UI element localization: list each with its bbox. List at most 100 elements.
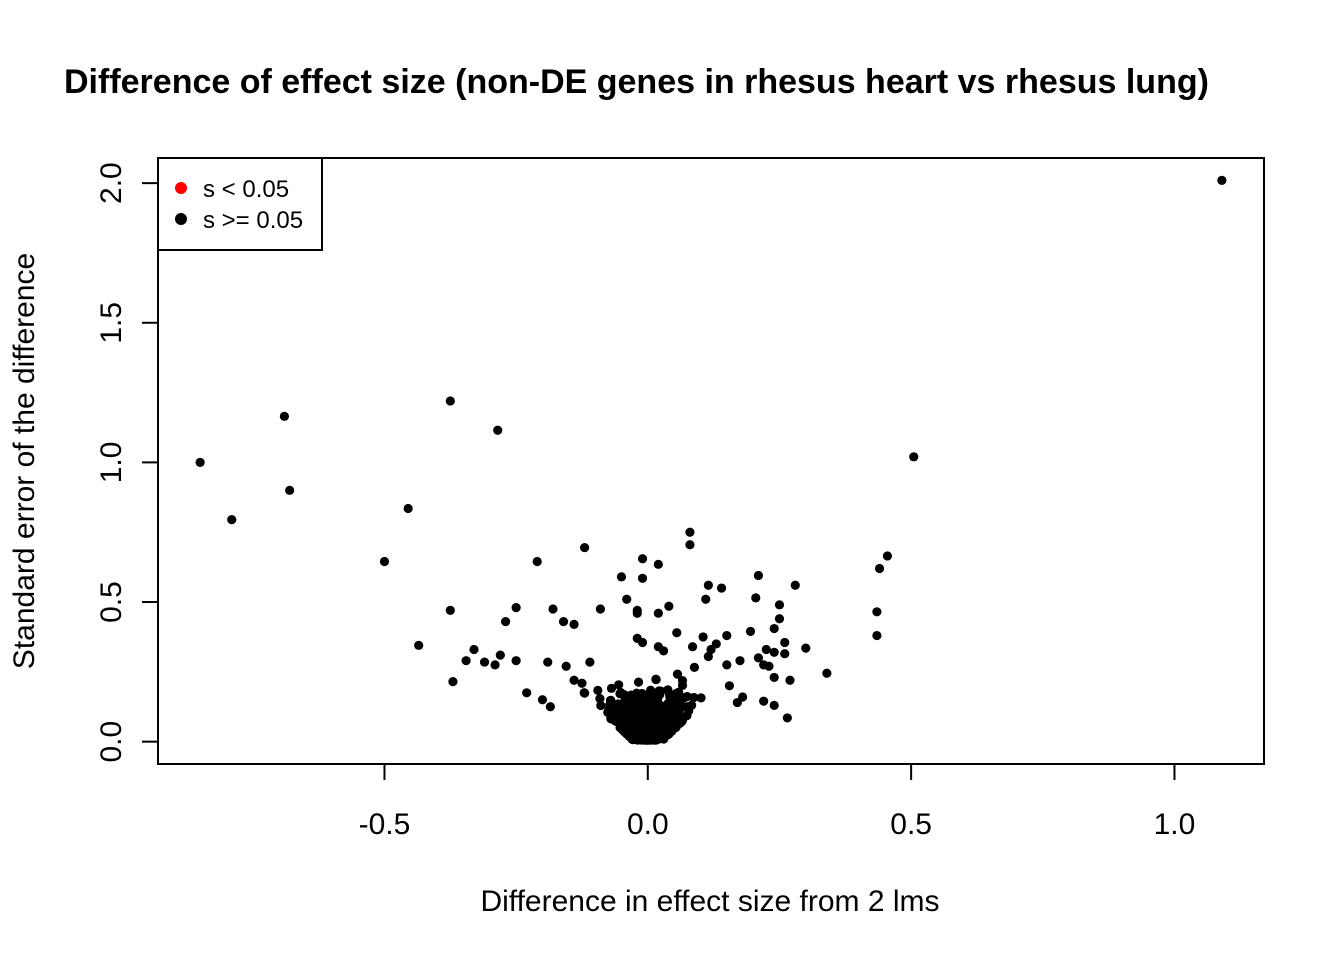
data-point [655, 690, 665, 700]
legend-marker-red [175, 182, 187, 194]
data-point [1217, 175, 1227, 185]
data-point [801, 643, 811, 653]
data-point [698, 632, 708, 642]
x-tick-label: 1.0 [1154, 808, 1196, 841]
data-point [664, 601, 674, 611]
data-point [769, 623, 779, 634]
data-point [279, 411, 289, 421]
data-point [561, 661, 571, 671]
data-point [696, 693, 706, 703]
y-tick-label: 1.0 [95, 442, 128, 484]
data-point [632, 735, 642, 745]
data-point [751, 593, 761, 603]
data-point [716, 583, 727, 593]
legend-label-red: s < 0.05 [203, 176, 289, 203]
y-axis-label: Standard error of the difference [8, 253, 41, 669]
data-point [780, 637, 790, 648]
data-point [445, 605, 455, 616]
data-point [687, 642, 698, 652]
data-point [580, 542, 590, 553]
data-point [604, 704, 614, 714]
data-point [637, 573, 648, 583]
x-tick-label: 0.0 [627, 808, 669, 841]
data-point [227, 515, 237, 525]
data-point [682, 691, 692, 702]
data-point [637, 637, 648, 648]
data-point [569, 675, 579, 685]
data-point [522, 688, 532, 698]
data-point [651, 705, 661, 715]
legend-box [157, 157, 323, 251]
data-point [769, 647, 779, 657]
data-point [490, 660, 500, 670]
data-point [641, 699, 652, 709]
data-point [651, 674, 661, 684]
legend: s < 0.05 s >= 0.05 [157, 157, 323, 251]
data-point [569, 619, 579, 629]
data-point [616, 572, 627, 582]
data-point [782, 713, 792, 723]
chart-title: Difference of effect size (non-DE genes … [64, 63, 1209, 101]
data-point [774, 600, 785, 610]
data-point [909, 452, 919, 462]
data-point [448, 677, 458, 687]
data-point [672, 669, 683, 679]
data-point [753, 570, 764, 581]
data-point [671, 689, 681, 699]
data-point [596, 700, 606, 711]
data-point [493, 425, 503, 435]
data-point [759, 696, 769, 706]
data-point [537, 695, 548, 705]
data-point [632, 608, 642, 618]
data-point [545, 702, 555, 712]
y-tick-label: 0.5 [95, 581, 128, 623]
data-point [606, 695, 616, 705]
data-point [724, 681, 735, 691]
data-point [511, 603, 521, 613]
data-point [626, 695, 636, 705]
data-point [684, 706, 694, 716]
x-axis: -0.5 0.0 0.5 1.0 [359, 763, 1196, 841]
data-point [614, 680, 624, 690]
data-point [685, 527, 695, 537]
data-point [671, 706, 681, 716]
data-point [645, 718, 655, 728]
data-point [659, 646, 669, 656]
x-tick-label: -0.5 [359, 808, 411, 841]
data-point [874, 563, 885, 574]
data-point [495, 650, 505, 660]
data-point [606, 683, 617, 693]
data-point [666, 717, 676, 728]
data-point [543, 657, 553, 667]
y-tick-label: 0.0 [95, 721, 128, 763]
data-point [637, 554, 648, 564]
data-point [469, 644, 479, 655]
y-tick-label: 1.5 [95, 302, 128, 344]
data-point [790, 580, 800, 590]
data-point [511, 656, 521, 666]
data-point [732, 697, 742, 708]
data-point [548, 604, 558, 614]
data-point [759, 660, 769, 670]
data-point [769, 672, 779, 683]
data-point [616, 687, 626, 698]
data-point [403, 503, 413, 514]
legend-marker-black [175, 213, 187, 225]
data-point [711, 639, 721, 649]
data-point [647, 688, 657, 698]
data-point [653, 608, 663, 618]
data-point [722, 660, 732, 670]
data-point [532, 556, 542, 567]
data-point [722, 630, 732, 641]
data-point [774, 614, 785, 624]
data-point [685, 540, 695, 550]
y-tick-label: 2.0 [95, 162, 128, 204]
data-point [479, 657, 490, 667]
data-point [633, 677, 644, 687]
data-point [769, 700, 779, 710]
x-tick-label: 0.5 [890, 808, 932, 841]
data-point [414, 640, 424, 650]
data-point [780, 649, 790, 659]
data-point [618, 726, 628, 736]
